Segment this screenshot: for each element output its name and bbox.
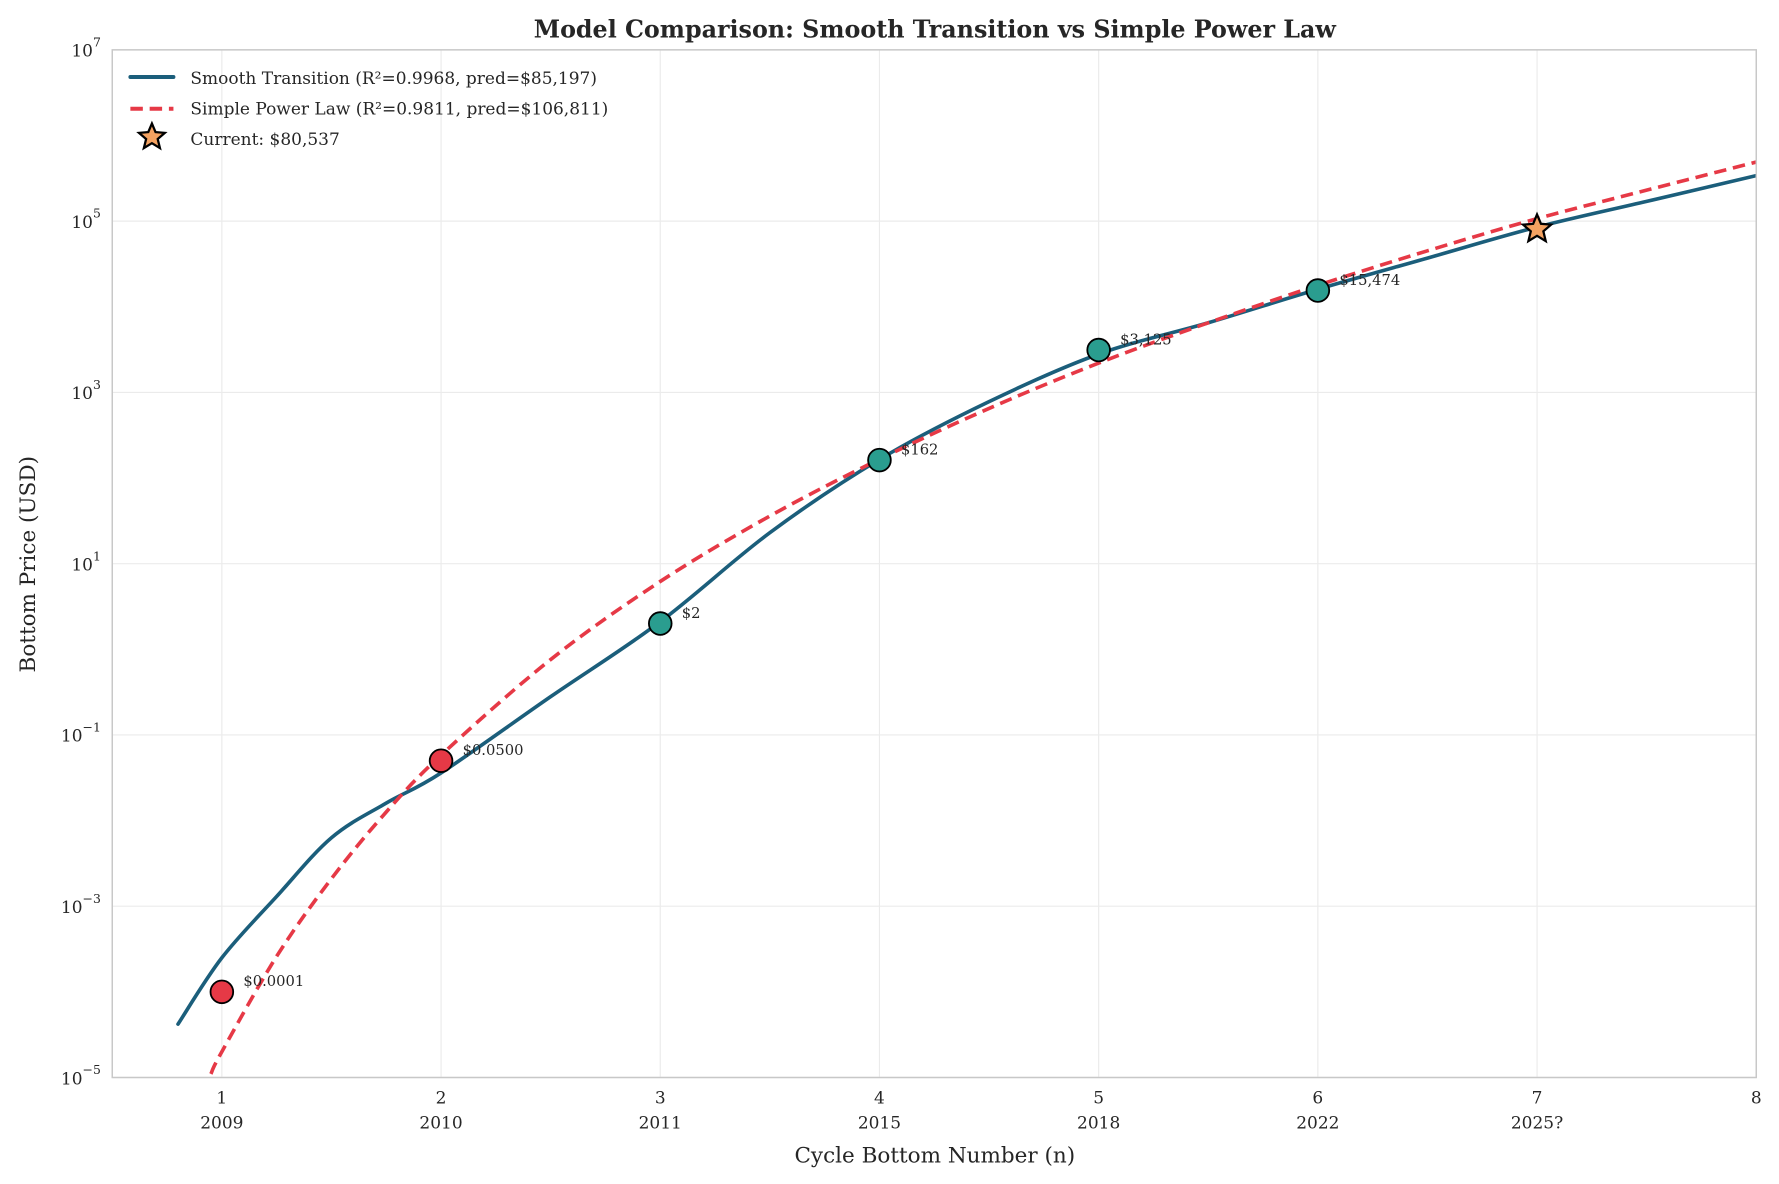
chart-title: Model Comparison: Smooth Transition vs S… [534,15,1337,43]
legend: Smooth Transition (R²=0.9968, pred=$85,1… [128,69,608,151]
x-tick-label: 2 [436,1089,447,1109]
legend-label-current: Current: $80,537 [190,130,339,150]
data-point-label: $15,474 [1339,272,1400,289]
series-line-smooth-transition [176,173,1757,1026]
series-lines [176,160,1757,1075]
x-tick-year: 2009 [200,1113,243,1133]
data-point-label: $3,125 [1120,331,1172,348]
y-tick-base: 10 [61,1069,83,1089]
y-tick-base: 10 [71,555,93,575]
y-tick-label: 101 [71,548,101,575]
y-tick-exp: 7 [93,34,101,49]
x-axis-label: Cycle Bottom Number (n) [794,1143,1075,1168]
y-tick-base: 10 [61,727,83,747]
x-tick-year: 2025? [1511,1113,1563,1133]
y-tick-exp: 3 [93,377,101,392]
x-tick-label: 8 [1751,1089,1762,1109]
y-tick-exp: −1 [83,720,101,735]
legend-label-power-law: Simple Power Law (R²=0.9811, pred=$106,8… [190,99,608,119]
series-line-power-law [209,160,1757,1075]
y-tick-exp: 5 [93,206,101,221]
y-tick-exp: −3 [83,891,101,906]
y-tick-label: 107 [71,34,101,61]
x-tick-label: 3 [655,1089,666,1109]
data-point [209,979,235,1005]
y-tick-base: 10 [71,213,93,233]
y-tick-label: 10−5 [61,1062,101,1089]
data-point-label: $162 [901,441,938,458]
x-tick-year: 2015 [858,1113,901,1133]
y-tick-exp: 1 [93,548,101,563]
data-point [428,748,454,773]
data-point [1086,337,1111,363]
data-point [648,611,673,636]
x-tick-year: 2018 [1077,1113,1120,1133]
x-tick-label: 1 [216,1089,227,1109]
data-points: $0.0001 $0.0500 $2 $162 $3,125 $15,474 [209,211,1554,1005]
y-tick-label: 105 [71,206,101,233]
data-point-label: $0.0001 [243,973,304,990]
data-point-label: $0.0500 [463,742,524,759]
legend-star-icon [136,120,168,151]
x-tick-label: 5 [1093,1089,1104,1109]
x-tick-label: 4 [874,1089,885,1109]
y-axis-label: Bottom Price (USD) [16,456,41,672]
y-tick-label: 10−3 [61,891,101,918]
x-tick-label: 7 [1532,1089,1543,1109]
y-tick-base: 10 [71,42,93,62]
y-tick-label: 10−1 [61,720,101,747]
y-tick-exp: −5 [83,1062,101,1077]
x-tick-year: 2011 [639,1113,682,1133]
x-tick-label: 6 [1312,1089,1323,1109]
x-tick-year: 2010 [419,1113,462,1133]
data-point [1305,278,1331,303]
y-tick-base: 10 [71,384,93,404]
y-tick-label: 103 [71,377,101,404]
data-point-label: $2 [682,605,701,622]
data-point [867,447,892,473]
legend-label-smooth: Smooth Transition (R²=0.9968, pred=$85,1… [190,69,597,89]
grid [112,49,1757,1079]
x-tick-year: 2022 [1296,1113,1339,1133]
y-tick-base: 10 [61,898,83,918]
current-price-star-icon [1520,211,1554,244]
plot-frame [111,49,1757,1079]
x-ticks: 1 2009 2 2010 3 2011 4 2015 5 2018 6 2022 7 2025? 8 [200,1089,1761,1134]
